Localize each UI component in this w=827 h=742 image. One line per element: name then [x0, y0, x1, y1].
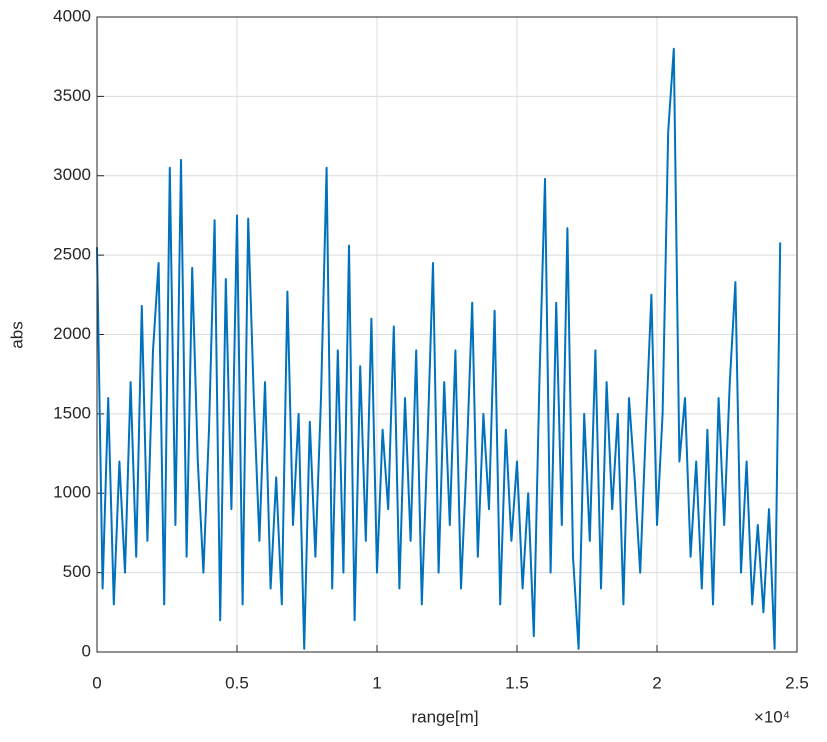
y-tick-label: 3000 — [53, 165, 91, 184]
y-tick-label: 1000 — [53, 483, 91, 502]
y-tick-label: 0 — [82, 641, 91, 660]
y-axis-label: abs — [7, 321, 26, 348]
x-tick-label: 0 — [92, 673, 101, 692]
y-tick-label: 3500 — [53, 86, 91, 105]
y-tick-label: 4000 — [53, 6, 91, 25]
y-tick-label: 2000 — [53, 324, 91, 343]
x-multiplier: ×10⁴ — [754, 707, 790, 726]
y-tick-label: 1500 — [53, 403, 91, 422]
x-tick-label: 1 — [372, 673, 381, 692]
plot-frame — [96, 16, 798, 653]
x-tick-label: 1.5 — [505, 673, 529, 692]
x-tick-label: 0.5 — [225, 673, 249, 692]
x-axis-label: range[m] — [411, 707, 478, 726]
x-tick-label: 2 — [652, 673, 661, 692]
y-tick-label: 500 — [63, 562, 91, 581]
y-tick-label: 2500 — [53, 245, 91, 264]
x-tick-label: 2.5 — [785, 673, 809, 692]
data-line — [96, 47, 782, 650]
